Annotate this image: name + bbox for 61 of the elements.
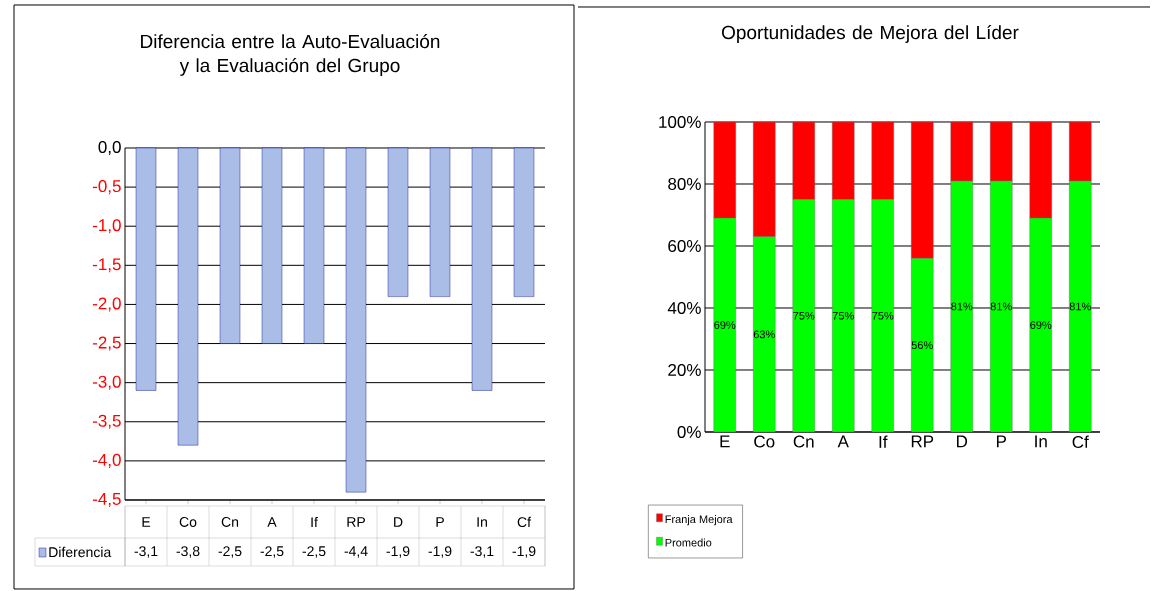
y-tick-label: 0,0: [98, 140, 121, 156]
data-label: 69%: [1030, 321, 1052, 329]
chart-title: Oportunidades de Mejora del Líder: [721, 25, 1019, 43]
x-tick-label: E: [720, 435, 730, 448]
y-tick-label: 100%: [659, 115, 701, 129]
data-label: -1,9: [428, 546, 452, 558]
data-label: 81%: [990, 302, 1012, 311]
data-label: -3,1: [470, 546, 494, 558]
x-tick-label: If: [879, 435, 888, 448]
x-tick-label: Cf: [1072, 435, 1089, 448]
y-tick-label: 20%: [668, 363, 701, 377]
data-label: -1,9: [512, 546, 536, 558]
y-tick-label: -1,5: [92, 258, 121, 273]
x-tick-label: If: [311, 516, 318, 528]
y-tick-label: -0,5: [92, 180, 121, 195]
x-tick-label: Cn: [793, 435, 814, 448]
x-tick-label: In: [1035, 435, 1047, 448]
data-label: 75%: [832, 311, 854, 320]
x-tick-label: Co: [179, 517, 197, 527]
y-tick-label: 80%: [668, 177, 701, 191]
data-label: -3,1: [134, 546, 158, 558]
data-label: -2,5: [218, 546, 242, 558]
x-tick-label: Co: [754, 435, 775, 448]
x-tick-label: D: [957, 435, 968, 448]
data-label: 75%: [872, 311, 894, 320]
data-label: 81%: [1069, 302, 1091, 311]
x-tick-label: E: [142, 517, 151, 527]
data-label: -2,5: [302, 546, 326, 558]
x-tick-label: In: [477, 517, 487, 527]
data-label: 56%: [911, 341, 933, 350]
x-tick-label: P: [996, 435, 1007, 448]
y-tick-label: -2,5: [92, 336, 121, 351]
data-label: 69%: [714, 321, 736, 329]
y-tick-label: 40%: [667, 301, 701, 315]
y-tick-label: -4,0: [92, 453, 121, 468]
x-tick-label: P: [436, 517, 444, 527]
data-label: 63%: [753, 330, 775, 339]
y-tick-label: -3,0: [92, 375, 121, 390]
x-tick-label: A: [837, 435, 849, 448]
data-label: -2,5: [260, 546, 284, 558]
data-label: -3,8: [176, 546, 200, 558]
chart-title: Diferencia entre la Auto-Evaluación y la Evaluación del Grupo: [141, 34, 440, 76]
legend-label: Franja Mejora: [665, 515, 733, 526]
y-tick-label: -3,5: [92, 414, 121, 429]
data-label: 81%: [951, 302, 973, 311]
y-tick-label: 0%: [677, 425, 701, 439]
data-label: -1,9: [386, 546, 410, 558]
legend-label: Promedio: [665, 538, 712, 547]
x-tick-label: A: [267, 517, 277, 527]
x-tick-label: D: [394, 517, 403, 527]
legend-label: Diferencia: [49, 546, 112, 558]
y-tick-label: 60%: [668, 239, 701, 253]
y-tick-label: -1,0: [92, 219, 121, 234]
x-tick-label: RP: [911, 435, 934, 448]
x-tick-label: Cf: [517, 516, 532, 528]
y-tick-label: -4,5: [92, 493, 121, 507]
y-tick-label: -2,0: [92, 297, 121, 312]
x-tick-label: Cn: [221, 517, 239, 527]
data-label: 75%: [793, 311, 815, 320]
x-tick-label: RP: [347, 517, 365, 527]
data-label: -4,4: [344, 546, 368, 558]
